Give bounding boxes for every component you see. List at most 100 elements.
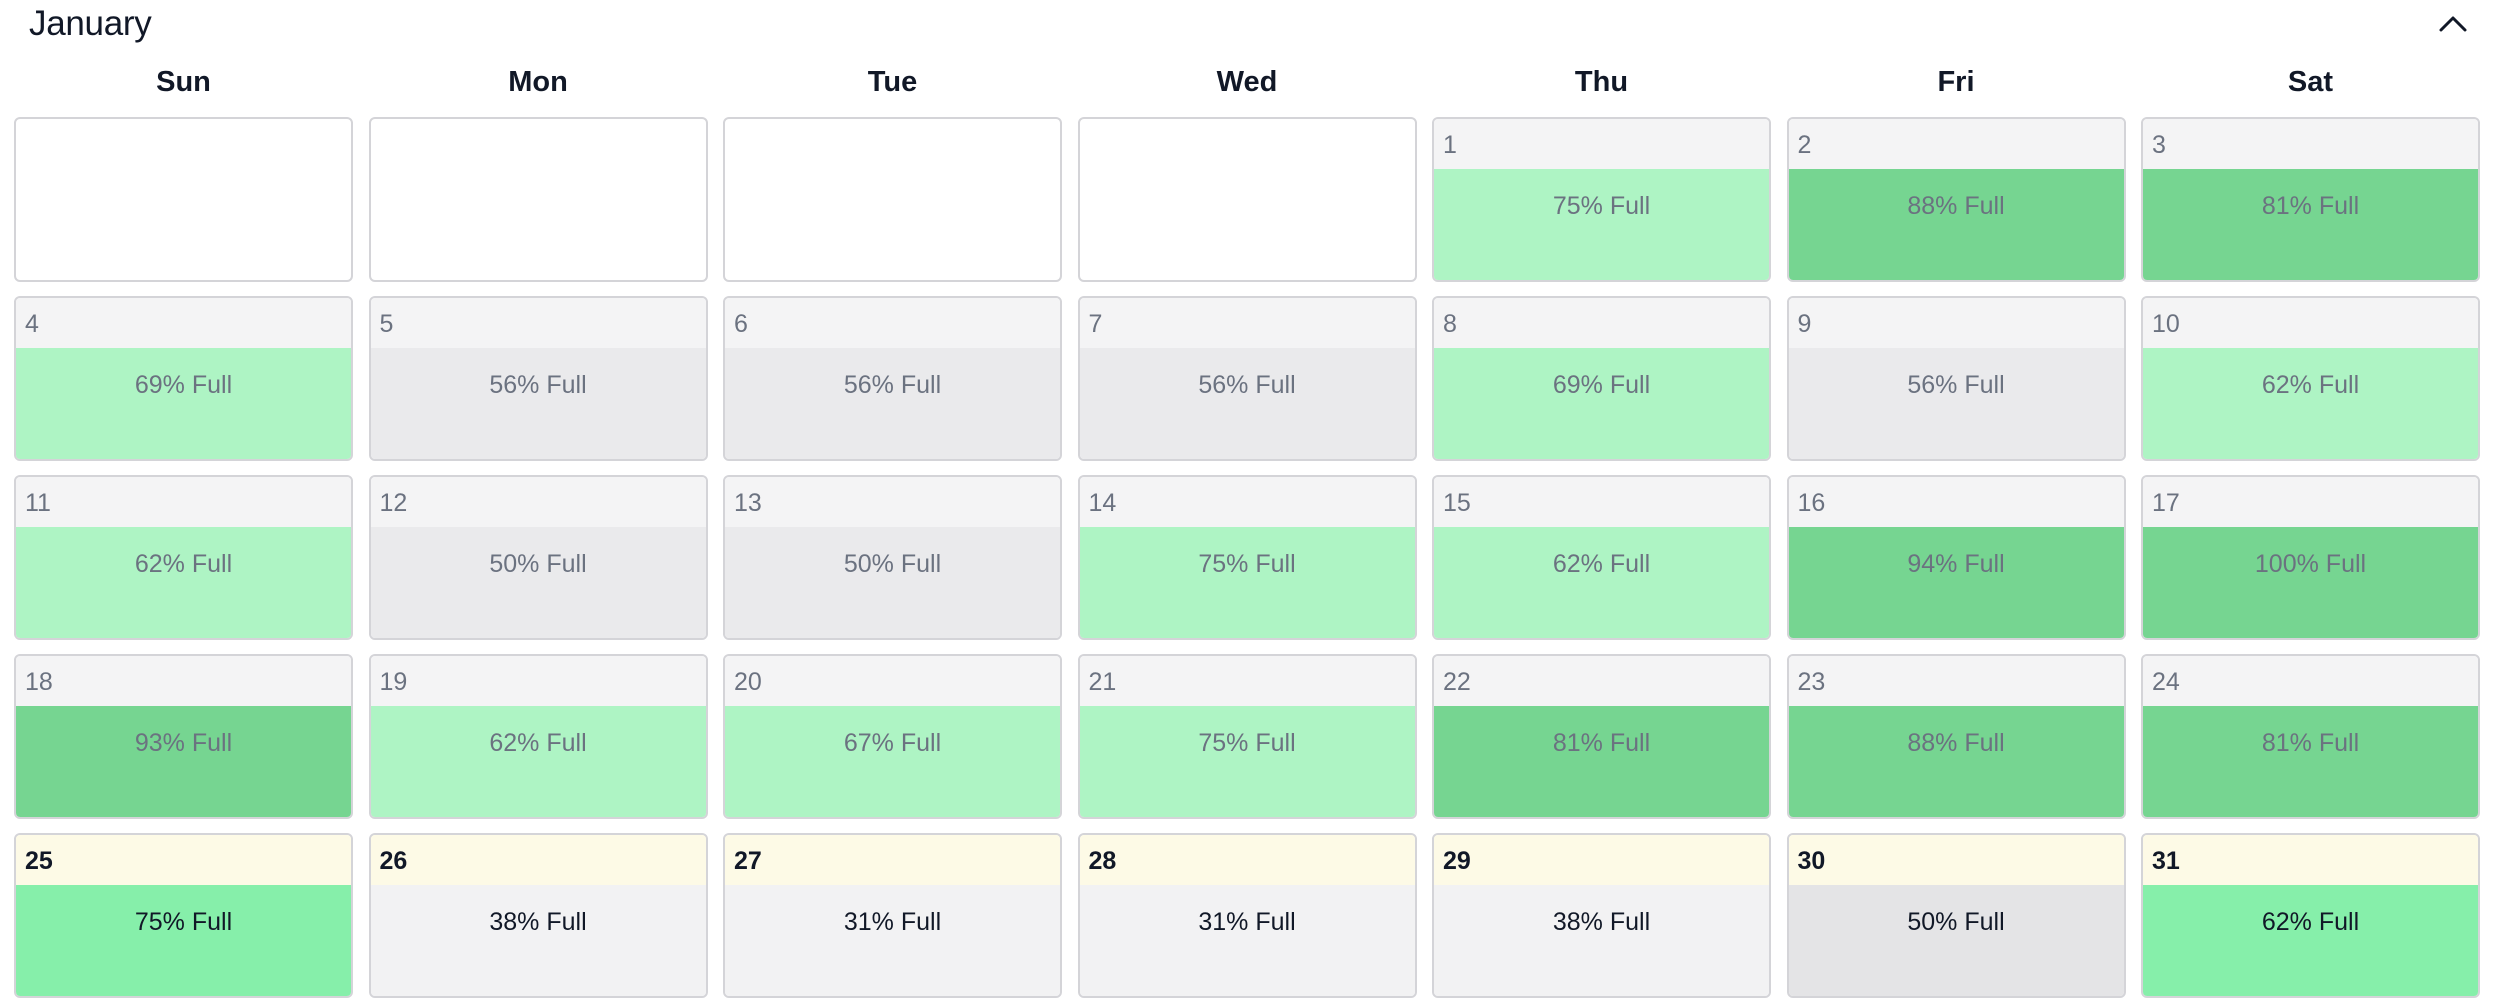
- capacity-label: 62% Full: [1552, 550, 1651, 578]
- day-cell-28[interactable]: 28 31% Full: [1077, 833, 1417, 998]
- day-cell-13[interactable]: 13 50% Full: [723, 475, 1062, 640]
- day-cell-header: 1: [1434, 119, 1769, 169]
- day-number: 14: [1088, 489, 1117, 517]
- collapse-month-button[interactable]: [2431, 4, 2475, 44]
- capacity-indicator: 62% Full: [2143, 348, 2478, 459]
- day-number: 21: [1088, 668, 1117, 696]
- capacity-indicator: 75% Full: [1079, 706, 1415, 817]
- capacity-label: 75% Full: [1198, 550, 1296, 578]
- day-cell-21[interactable]: 21 75% Full: [1077, 654, 1417, 819]
- day-number: 10: [2152, 310, 2180, 338]
- day-cell-24[interactable]: 24 81% Full: [2141, 654, 2480, 819]
- day-cell-header: 13: [725, 477, 1060, 527]
- day-cell-19[interactable]: 19 62% Full: [368, 654, 708, 819]
- day-cell-11[interactable]: 11 62% Full: [14, 475, 353, 640]
- capacity-label: 94% Full: [1907, 550, 2005, 578]
- day-cell-17[interactable]: 17 100% Full: [2141, 475, 2480, 640]
- day-number: 22: [1443, 668, 1471, 696]
- day-cell-4[interactable]: 4 69% Full: [14, 296, 353, 461]
- day-cell-3[interactable]: 3 81% Full: [2141, 117, 2480, 282]
- capacity-indicator: 31% Full: [1079, 885, 1415, 996]
- day-number: 6: [734, 310, 748, 338]
- day-cell-2[interactable]: 2 88% Full: [1786, 117, 2126, 282]
- day-cell-header: 15: [1434, 477, 1769, 527]
- capacity-label: 67% Full: [843, 729, 942, 757]
- weekday-wed: Wed: [1216, 66, 1278, 98]
- day-cell-9[interactable]: 9 56% Full: [1786, 296, 2126, 461]
- capacity-label: 75% Full: [1198, 729, 1296, 757]
- day-cell-25[interactable]: 25 75% Full: [14, 833, 353, 998]
- day-cell-6[interactable]: 6 56% Full: [723, 296, 1062, 461]
- capacity-indicator: 67% Full: [725, 706, 1060, 817]
- capacity-indicator: 81% Full: [2143, 706, 2478, 817]
- day-cell-29[interactable]: 29 38% Full: [1432, 833, 1771, 998]
- day-cell-22[interactable]: 22 81% Full: [1432, 654, 1771, 819]
- day-number: 25: [25, 847, 53, 875]
- weekday-header-row: Sun Mon Tue Wed Thu Fri Sat: [14, 60, 2486, 110]
- day-number: 26: [379, 847, 408, 875]
- day-cell-header: 25: [16, 835, 351, 885]
- capacity-label: 75% Full: [134, 908, 233, 936]
- capacity-indicator: 50% Full: [370, 527, 706, 638]
- capacity-indicator: 50% Full: [1788, 885, 2124, 996]
- capacity-indicator: 81% Full: [2143, 169, 2478, 280]
- day-cell-18[interactable]: 18 93% Full: [14, 654, 353, 819]
- day-cell-15[interactable]: 15 62% Full: [1432, 475, 1771, 640]
- day-number: 5: [379, 310, 394, 338]
- capacity-label: 93% Full: [134, 729, 233, 757]
- capacity-indicator: 31% Full: [725, 885, 1060, 996]
- day-cell-7[interactable]: 7 56% Full: [1077, 296, 1417, 461]
- day-cell-8[interactable]: 8 69% Full: [1432, 296, 1771, 461]
- day-number: 9: [1797, 310, 1812, 338]
- capacity-indicator: 75% Full: [1079, 527, 1415, 638]
- day-cell-20[interactable]: 20 67% Full: [723, 654, 1062, 819]
- day-cell-31[interactable]: 31 62% Full: [2141, 833, 2480, 998]
- capacity-label: 81% Full: [1552, 729, 1651, 757]
- day-cell-27[interactable]: 27 31% Full: [723, 833, 1062, 998]
- capacity-indicator: 100% Full: [2143, 527, 2478, 638]
- day-cell-16[interactable]: 16 94% Full: [1786, 475, 2126, 640]
- day-cell-5[interactable]: 5 56% Full: [368, 296, 708, 461]
- day-number: 15: [1443, 489, 1471, 517]
- day-cell-26[interactable]: 26 38% Full: [368, 833, 708, 998]
- day-cell-30[interactable]: 30 50% Full: [1786, 833, 2126, 998]
- day-cell-header: 23: [1788, 656, 2124, 706]
- day-number: 30: [1797, 847, 1826, 875]
- capacity-label: 81% Full: [2261, 192, 2360, 220]
- day-cell-header: 27: [725, 835, 1060, 885]
- capacity-indicator: 69% Full: [16, 348, 351, 459]
- capacity-indicator: 93% Full: [16, 706, 351, 817]
- day-cell-header: 17: [2143, 477, 2478, 527]
- capacity-label: 62% Full: [134, 550, 233, 578]
- day-cell-header: 7: [1079, 298, 1415, 348]
- day-cell-14[interactable]: 14 75% Full: [1077, 475, 1417, 640]
- capacity-label: 56% Full: [1198, 371, 1296, 399]
- capacity-indicator: 75% Full: [1434, 169, 1769, 280]
- day-cell-10[interactable]: 10 62% Full: [2141, 296, 2480, 461]
- capacity-indicator: 56% Full: [1788, 348, 2124, 459]
- day-number: 7: [1088, 310, 1103, 338]
- chevron-up-icon: [2439, 16, 2467, 32]
- day-cell-23[interactable]: 23 88% Full: [1786, 654, 2126, 819]
- day-number: 19: [379, 668, 408, 696]
- empty-day-cell: [368, 117, 708, 282]
- capacity-label: 50% Full: [843, 550, 942, 578]
- weekday-sun: Sun: [156, 66, 211, 98]
- day-cell-header: 28: [1079, 835, 1415, 885]
- day-number: 11: [25, 489, 51, 517]
- day-number: 1: [1443, 131, 1457, 159]
- day-cell-header: 14: [1079, 477, 1415, 527]
- day-number: 3: [2152, 131, 2166, 159]
- capacity-indicator: 62% Full: [16, 527, 351, 638]
- capacity-indicator: 81% Full: [1434, 706, 1769, 817]
- weekday-tue: Tue: [867, 66, 918, 98]
- capacity-indicator: 88% Full: [1788, 706, 2124, 817]
- day-cell-header: 24: [2143, 656, 2478, 706]
- capacity-label: 69% Full: [134, 371, 233, 399]
- day-number: 4: [25, 310, 39, 338]
- capacity-indicator: 56% Full: [1079, 348, 1415, 459]
- day-cell-12[interactable]: 12 50% Full: [368, 475, 708, 640]
- day-number: 27: [734, 847, 762, 875]
- day-number: 13: [734, 489, 762, 517]
- day-cell-1[interactable]: 1 75% Full: [1432, 117, 1771, 282]
